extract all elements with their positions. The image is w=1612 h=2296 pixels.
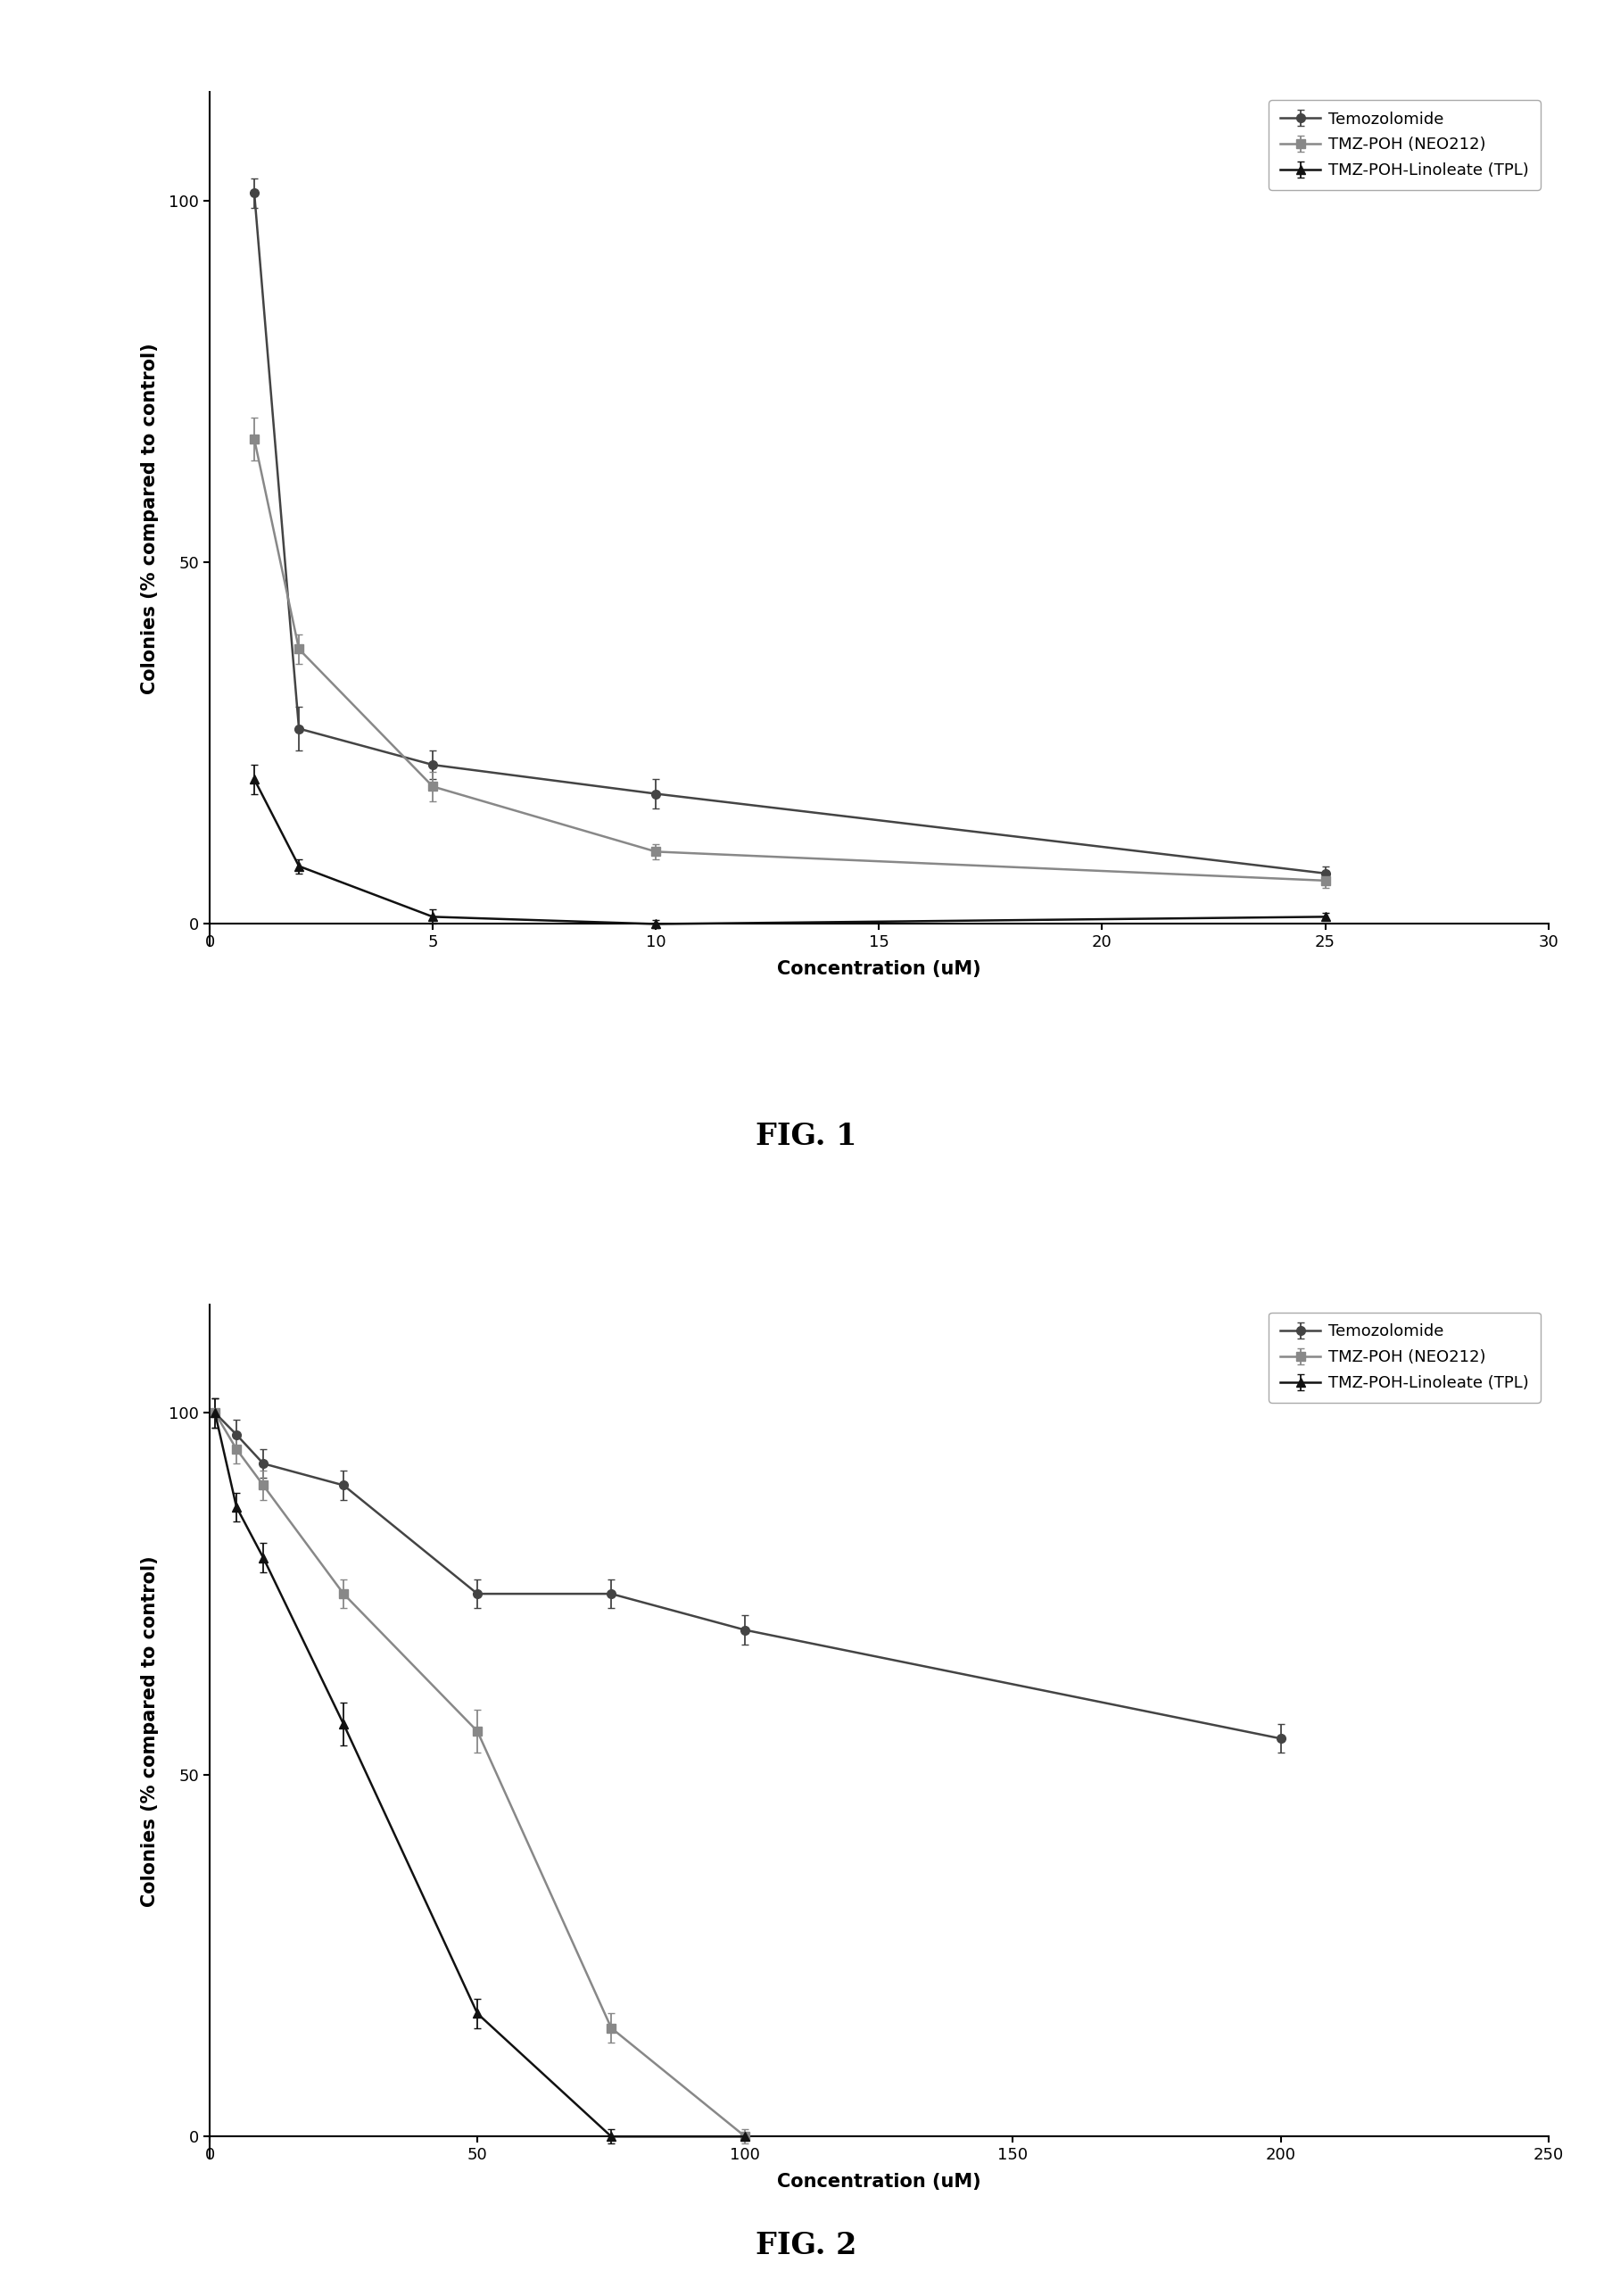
X-axis label: Concentration (uM): Concentration (uM) xyxy=(777,2172,980,2190)
Legend: Temozolomide, TMZ-POH (NEO212), TMZ-POH-Linoleate (TPL): Temozolomide, TMZ-POH (NEO212), TMZ-POH-… xyxy=(1269,1313,1539,1403)
Legend: Temozolomide, TMZ-POH (NEO212), TMZ-POH-Linoleate (TPL): Temozolomide, TMZ-POH (NEO212), TMZ-POH-… xyxy=(1269,101,1539,191)
Y-axis label: Colonies (% compared to control): Colonies (% compared to control) xyxy=(142,1557,160,1908)
Text: FIG. 2: FIG. 2 xyxy=(756,2232,856,2259)
X-axis label: Concentration (uM): Concentration (uM) xyxy=(777,960,980,978)
Text: FIG. 1: FIG. 1 xyxy=(756,1123,856,1150)
Y-axis label: Colonies (% compared to control): Colonies (% compared to control) xyxy=(142,342,160,693)
